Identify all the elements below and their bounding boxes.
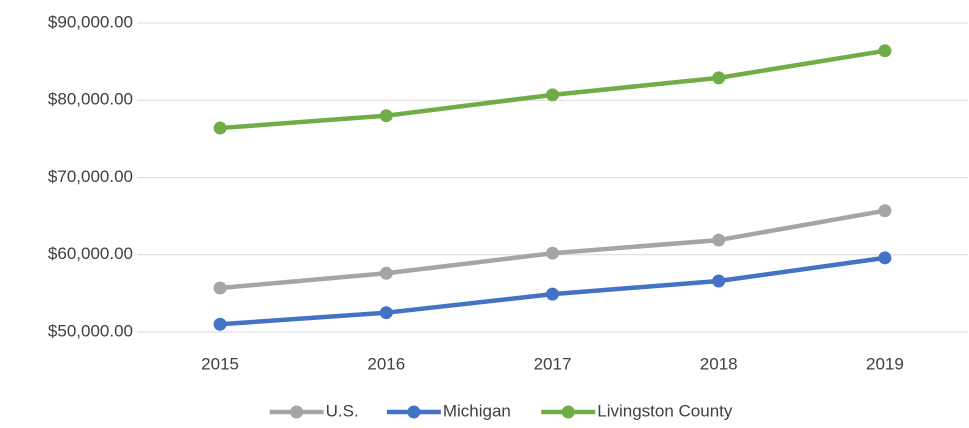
x-tick-label: 2015	[201, 354, 239, 373]
data-point	[213, 281, 227, 295]
data-point	[712, 233, 726, 247]
x-tick-label: 2019	[866, 354, 904, 373]
data-point	[546, 246, 559, 260]
data-point	[712, 274, 726, 288]
x-tick-label: 2018	[700, 354, 738, 373]
y-tick-label: $60,000.00	[48, 244, 133, 263]
data-point	[379, 109, 393, 123]
legend-label: Livingston County	[597, 401, 733, 420]
data-point	[213, 317, 227, 331]
data-point	[878, 251, 892, 265]
data-point	[379, 306, 393, 320]
legend-label: U.S.	[326, 401, 359, 420]
legend-marker	[561, 405, 575, 419]
legend-label: Michigan	[443, 401, 511, 420]
x-tick-label: 2017	[534, 354, 572, 373]
x-tick-label: 2016	[367, 354, 405, 373]
y-tick-label: $70,000.00	[48, 167, 133, 186]
data-point	[546, 88, 559, 102]
data-point	[379, 266, 393, 280]
legend-marker	[407, 405, 421, 419]
data-point	[878, 204, 892, 218]
y-tick-label: $80,000.00	[48, 90, 133, 109]
data-point	[213, 121, 227, 135]
y-tick-label: $90,000.00	[48, 12, 133, 31]
data-point	[546, 287, 559, 301]
legend-marker	[290, 405, 304, 419]
data-point	[712, 71, 726, 85]
y-tick-label: $50,000.00	[48, 321, 133, 340]
data-point	[878, 44, 892, 58]
